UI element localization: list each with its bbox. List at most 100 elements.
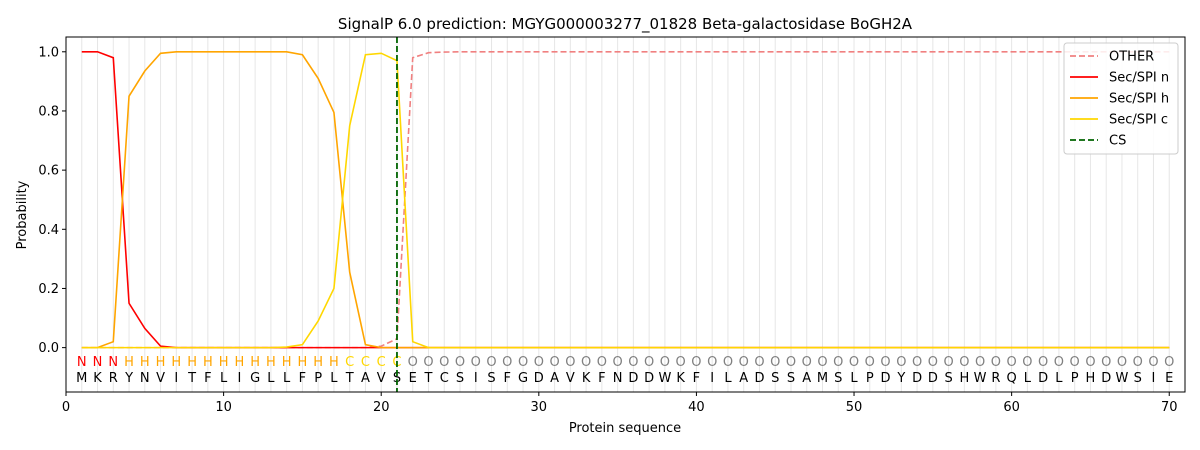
series-line-other — [81, 50, 1170, 349]
y-tick-label: 0.6 — [38, 164, 59, 179]
region-label: H — [266, 355, 276, 370]
region-label: O — [455, 355, 465, 370]
legend: OTHER Sec/SPI n Sec/SPI h Sec/SPI c CS — [1063, 42, 1179, 155]
region-label: O — [1148, 355, 1158, 370]
region-label: H — [203, 355, 213, 370]
x-tick-label: 20 — [373, 400, 390, 415]
region-label: O — [959, 355, 969, 370]
region-label: H — [156, 355, 166, 370]
x-tick-label: 10 — [215, 400, 232, 415]
residue-label: L — [1024, 371, 1032, 386]
residue-label: S — [1134, 371, 1142, 386]
region-label: O — [565, 355, 575, 370]
region-label: H — [250, 355, 260, 370]
legend-label-sec-spi-c: Sec/SPI c — [1109, 113, 1168, 128]
residue-label: S — [456, 371, 464, 386]
residue-label: T — [187, 371, 196, 386]
region-label: O — [896, 355, 906, 370]
residue-label: F — [693, 371, 700, 386]
chart-title: SignalP 6.0 prediction: MGYG000003277_01… — [338, 15, 913, 34]
residue-label: F — [598, 371, 605, 386]
region-label: C — [345, 355, 354, 370]
residue-label: R — [109, 371, 118, 386]
region-label: O — [912, 355, 922, 370]
residue-label: I — [1152, 371, 1156, 386]
region-label: H — [171, 355, 181, 370]
residue-label: P — [1071, 371, 1079, 386]
region-label: O — [628, 355, 638, 370]
region-label: O — [439, 355, 449, 370]
residue-label: L — [724, 371, 732, 386]
region-label: O — [865, 355, 875, 370]
region-label: O — [1022, 355, 1032, 370]
residue-label: Q — [1007, 371, 1017, 386]
region-label: O — [549, 355, 559, 370]
y-tick-label: 0.4 — [38, 223, 59, 238]
residue-label: C — [440, 371, 449, 386]
residue-label: L — [330, 371, 338, 386]
residue-label: E — [409, 371, 417, 386]
y-tick-label: 0.2 — [38, 282, 59, 297]
residue-label: P — [866, 371, 874, 386]
x-tick-label: 40 — [688, 400, 705, 415]
region-label: O — [486, 355, 496, 370]
residue-label: L — [850, 371, 858, 386]
residue-label: D — [754, 371, 764, 386]
region-label: N — [93, 355, 103, 370]
residue-label: S — [487, 371, 495, 386]
residue-label: F — [204, 371, 211, 386]
y-tick-label: 0.8 — [38, 104, 59, 119]
residue-label: T — [424, 371, 433, 386]
residue-label: A — [739, 371, 748, 386]
y-axis-label: Probability — [15, 180, 30, 249]
region-label: O — [943, 355, 953, 370]
region-label: O — [644, 355, 654, 370]
residue-label: A — [550, 371, 559, 386]
region-label: H — [140, 355, 150, 370]
residue-label: S — [944, 371, 952, 386]
region-label: O — [1085, 355, 1095, 370]
x-tick-label: 70 — [1161, 400, 1178, 415]
region-label: O — [408, 355, 418, 370]
residue-label: Y — [124, 371, 133, 386]
residue-label: V — [566, 371, 575, 386]
region-label: N — [77, 355, 87, 370]
residue-label: S — [787, 371, 795, 386]
region-label: O — [581, 355, 591, 370]
residue-label: S — [771, 371, 779, 386]
region-label: O — [975, 355, 985, 370]
region-label: O — [597, 355, 607, 370]
residue-label: H — [1086, 371, 1096, 386]
residue-label: D — [644, 371, 654, 386]
region-label: O — [770, 355, 780, 370]
residue-label: V — [377, 371, 386, 386]
x-axis-label: Protein sequence — [569, 421, 681, 436]
residue-label: I — [174, 371, 178, 386]
series-line-sec-spi-n — [81, 50, 1170, 349]
region-label: H — [219, 355, 229, 370]
series-lines — [81, 50, 1170, 349]
residue-label: W — [974, 371, 987, 386]
residue-label: D — [928, 371, 938, 386]
region-label: O — [754, 355, 764, 370]
residue-label: M — [76, 371, 87, 386]
residue-label: I — [474, 371, 478, 386]
region-label: O — [802, 355, 812, 370]
residue-label: G — [518, 371, 528, 386]
residue-label: L — [220, 371, 228, 386]
residue-label: V — [156, 371, 165, 386]
series-line-sec-spi-c — [81, 52, 1170, 349]
region-label: O — [676, 355, 686, 370]
region-label: H — [124, 355, 134, 370]
region-label: O — [786, 355, 796, 370]
residue-label: L — [1055, 371, 1063, 386]
residue-label: E — [1165, 371, 1173, 386]
legend-label-other: OTHER — [1109, 50, 1154, 65]
region-label: O — [1101, 355, 1111, 370]
residue-label: I — [237, 371, 241, 386]
region-label: H — [313, 355, 323, 370]
region-label: H — [298, 355, 308, 370]
region-label: O — [991, 355, 1001, 370]
region-label: N — [108, 355, 118, 370]
residue-label: D — [628, 371, 638, 386]
